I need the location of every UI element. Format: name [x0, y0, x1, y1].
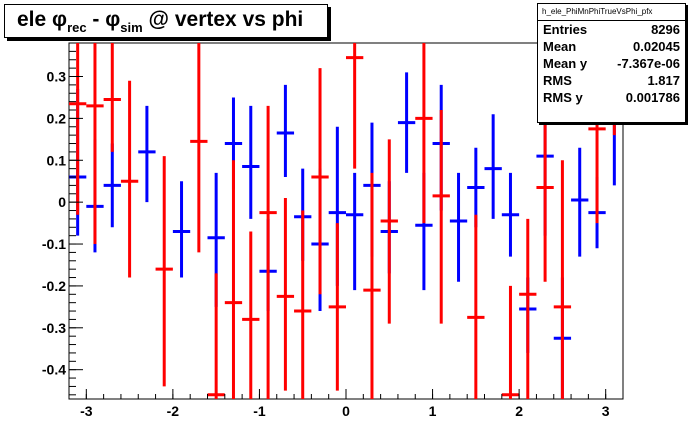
x-tick-label: 0 [342, 403, 350, 419]
x-tick-label: -2 [167, 403, 180, 419]
stats-value: 0.02045 [633, 39, 680, 54]
y-tick-label: -0.2 [42, 278, 66, 294]
y-tick-label: 0.1 [47, 152, 67, 168]
title-sub-rec: rec [67, 20, 87, 35]
stats-label: Mean [543, 39, 577, 54]
stats-value: 0.001786 [625, 90, 680, 105]
stats-label: Mean y [543, 56, 588, 71]
stats-row-entries: Entries 8296 [538, 21, 685, 38]
y-tick-label: -0.3 [42, 320, 66, 336]
stats-row-mean-y: Mean y -7.367e-06 [538, 55, 685, 72]
x-tick-label: -3 [80, 403, 93, 419]
stats-label: Entries [543, 22, 588, 37]
stats-box: h_ele_PhiMnPhiTrueVsPhi_pfx Entries 8296 … [537, 3, 686, 123]
stats-value: 8296 [651, 22, 680, 37]
title-suffix: @ vertex vs phi [142, 8, 304, 31]
x-tick-label: -1 [253, 403, 266, 419]
stats-histogram-name: h_ele_PhiMnPhiTrueVsPhi_pfx [538, 4, 685, 21]
title-prefix: ele [17, 8, 53, 31]
stats-row-rms-y: RMS y 0.001786 [538, 89, 685, 106]
title-phi-rec: φ [52, 8, 68, 31]
y-tick-label: 0 [58, 194, 66, 210]
title-minus: - [86, 8, 106, 31]
x-tick-label: 3 [602, 403, 610, 419]
y-tick-label: 0.3 [47, 69, 67, 85]
stats-row-rms: RMS 1.817 [538, 72, 685, 89]
stats-value: -7.367e-06 [617, 56, 680, 71]
stats-value: 1.817 [647, 73, 680, 88]
x-tick-label: 2 [515, 403, 523, 419]
title-sub-sim: sim [120, 20, 143, 35]
stats-label: RMS [543, 73, 572, 88]
x-tick-label: 1 [429, 403, 437, 419]
title-phi-sim: φ [105, 8, 121, 31]
y-tick-label: -0.1 [42, 236, 66, 252]
stats-row-mean: Mean 0.02045 [538, 38, 685, 55]
stats-label: RMS y [543, 90, 583, 105]
chart-title: ele φrec - φsim @ vertex vs phi [4, 4, 328, 38]
y-tick-label: -0.4 [42, 362, 66, 378]
y-tick-label: 0.2 [47, 110, 67, 126]
